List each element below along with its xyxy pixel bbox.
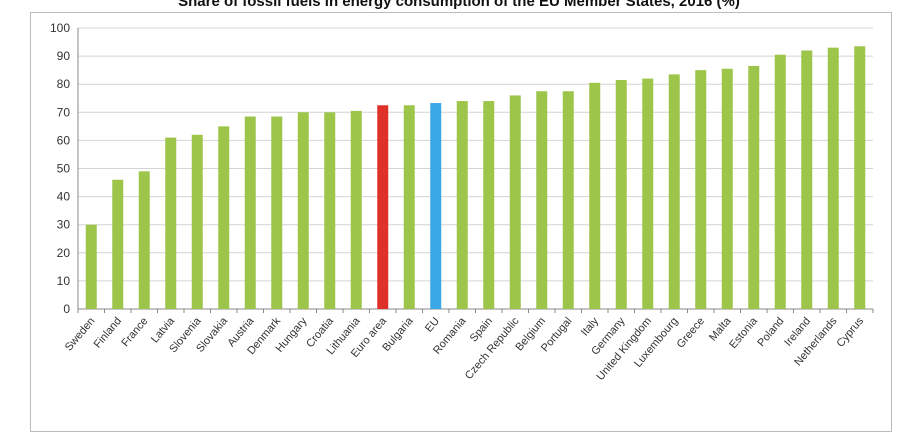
bar-cyprus bbox=[854, 46, 866, 309]
bar-malta bbox=[721, 68, 733, 310]
x-tick-label: France bbox=[119, 315, 150, 349]
bar-greece bbox=[695, 70, 707, 310]
bar-united-kingdom bbox=[642, 78, 654, 309]
bar-euro-area bbox=[377, 105, 389, 310]
bar-czech-republic bbox=[509, 95, 521, 309]
bar-poland bbox=[774, 54, 786, 309]
bar-latvia bbox=[165, 137, 177, 309]
bar-germany bbox=[615, 79, 627, 309]
bar-sweden bbox=[85, 224, 97, 309]
x-tick-label: Finland bbox=[92, 315, 124, 350]
bar-lithuania bbox=[350, 110, 362, 310]
y-tick-label: 20 bbox=[57, 246, 71, 260]
y-tick-label: 90 bbox=[57, 49, 71, 63]
bar-finland bbox=[112, 179, 124, 309]
bar-hungary bbox=[297, 112, 309, 309]
x-tick-label: Estonia bbox=[727, 315, 760, 351]
y-tick-label: 80 bbox=[57, 77, 71, 91]
bar-france bbox=[138, 171, 150, 309]
x-tick-label: Cyprus bbox=[834, 315, 866, 350]
bar-croatia bbox=[324, 112, 336, 309]
y-tick-label: 60 bbox=[57, 133, 71, 147]
y-tick-label: 10 bbox=[57, 274, 71, 288]
bar-belgium bbox=[536, 91, 548, 309]
bar-denmark bbox=[271, 116, 283, 309]
x-tick-label: Italy bbox=[579, 315, 601, 339]
y-tick-label: 40 bbox=[57, 190, 71, 204]
chart-title: Share of fossil fuels in energy consumpt… bbox=[178, 0, 740, 10]
y-tick-label: 50 bbox=[57, 162, 71, 176]
bar-estonia bbox=[748, 65, 760, 309]
y-tick-label: 0 bbox=[63, 302, 70, 316]
bar-italy bbox=[589, 82, 601, 309]
bar-eu bbox=[430, 103, 442, 309]
bar-portugal bbox=[562, 91, 574, 309]
bar-austria bbox=[244, 116, 256, 309]
x-tick-label: EU bbox=[423, 315, 442, 334]
bar-netherlands bbox=[827, 47, 839, 310]
bar-slovakia bbox=[218, 126, 230, 309]
y-tick-label: 30 bbox=[57, 218, 71, 232]
bar-luxembourg bbox=[668, 74, 680, 310]
bar-spain bbox=[483, 101, 495, 309]
bar-slovenia bbox=[191, 134, 203, 309]
bar-romania bbox=[456, 101, 468, 309]
bar-ireland bbox=[801, 50, 813, 309]
x-tick-label: Sweden bbox=[63, 315, 98, 353]
x-tick-label: Poland bbox=[755, 315, 786, 349]
y-tick-label: 70 bbox=[57, 105, 71, 119]
bar-bulgaria bbox=[403, 105, 415, 310]
x-tick-label: Greece bbox=[675, 315, 707, 350]
chart-frame bbox=[30, 12, 892, 432]
y-tick-label: 100 bbox=[50, 21, 70, 35]
